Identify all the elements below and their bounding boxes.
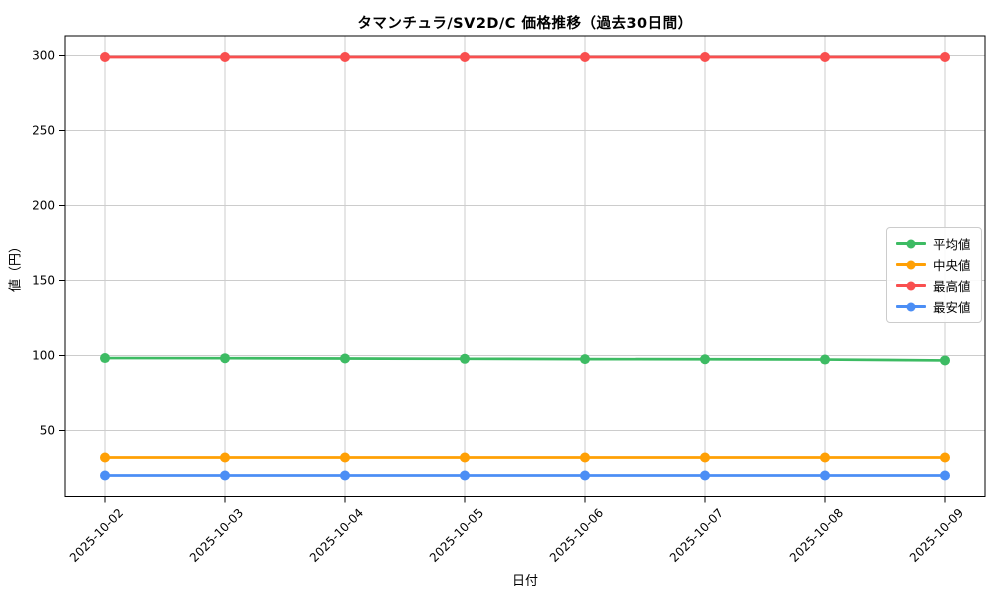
series-marker-median	[700, 452, 710, 463]
series-marker-min	[700, 470, 710, 481]
x-tick-label: 2025-10-06	[547, 506, 606, 565]
legend-dot-avg	[906, 239, 916, 248]
series-marker-min	[820, 470, 830, 481]
y-axis-label: 値（円）	[8, 239, 24, 293]
x-tick-label: 2025-10-04	[307, 506, 366, 565]
series-marker-max	[460, 52, 470, 62]
x-tick-label: 2025-10-02	[67, 506, 126, 565]
legend-dot-median	[906, 260, 916, 269]
series-marker-avg	[100, 353, 110, 364]
series-marker-min	[580, 470, 590, 481]
series-marker-min	[340, 470, 350, 481]
legend-label-median: 中央値	[933, 258, 971, 273]
series-marker-min	[100, 470, 110, 481]
x-tick-label: 2025-10-05	[427, 506, 486, 565]
legend-line-marker-median	[896, 260, 926, 269]
y-tick-label: 200	[32, 199, 55, 213]
y-tick-label: 300	[32, 49, 55, 63]
series-marker-max	[220, 52, 230, 62]
series-line-avg	[103, 356, 947, 362]
legend-label-avg: 平均値	[933, 237, 971, 252]
series-marker-avg	[580, 354, 590, 365]
x-tick-label: 2025-10-08	[787, 506, 846, 565]
series-marker-avg	[460, 353, 470, 364]
series-marker-max	[580, 52, 590, 62]
series-marker-avg	[700, 354, 710, 365]
legend-label-max: 最高値	[933, 279, 971, 294]
series-marker-median	[580, 452, 590, 463]
series-marker-avg	[820, 354, 830, 365]
axes-frame	[64, 35, 986, 498]
series-marker-max	[820, 52, 830, 62]
legend-line-marker-min	[896, 302, 926, 311]
series-marker-median	[220, 452, 230, 463]
series-marker-min	[940, 470, 950, 481]
x-tick-label: 2025-10-07	[667, 506, 726, 565]
legend-item-min: 最安値	[896, 298, 971, 315]
y-tick-label: 100	[32, 349, 55, 363]
series-marker-median	[100, 452, 110, 463]
legend-item-avg: 平均値	[896, 235, 971, 252]
legend-item-median: 中央値	[896, 256, 971, 273]
y-tick-label: 250	[32, 124, 55, 138]
series-marker-max	[340, 52, 350, 62]
series-marker-avg	[220, 353, 230, 364]
series-marker-median	[460, 452, 470, 463]
legend-line-marker-avg	[896, 239, 926, 248]
series-marker-median	[820, 452, 830, 463]
legend-dot-max	[906, 281, 916, 290]
series-marker-median	[340, 452, 350, 463]
y-tick-label: 150	[32, 274, 55, 288]
legend-line-marker-max	[896, 281, 926, 290]
series-marker-max	[940, 52, 950, 62]
series-marker-max	[700, 52, 710, 62]
legend: 平均値中央値最高値最安値	[886, 227, 982, 323]
series-marker-max	[100, 52, 110, 62]
legend-label-min: 最安値	[933, 300, 971, 315]
series-marker-median	[940, 452, 950, 463]
series-marker-avg	[940, 355, 950, 366]
x-tick-label: 2025-10-09	[907, 506, 966, 565]
x-tick-label: 2025-10-03	[187, 506, 246, 565]
series-marker-min	[460, 470, 470, 481]
y-tick-label: 50	[40, 424, 55, 438]
legend-dot-min	[906, 302, 916, 311]
legend-item-max: 最高値	[896, 277, 971, 294]
chart-title: タマンチュラ/SV2D/C 価格推移（過去30日間）	[357, 16, 693, 32]
x-axis-label: 日付	[511, 574, 539, 589]
series-marker-min	[220, 470, 230, 481]
series-marker-avg	[340, 353, 350, 364]
